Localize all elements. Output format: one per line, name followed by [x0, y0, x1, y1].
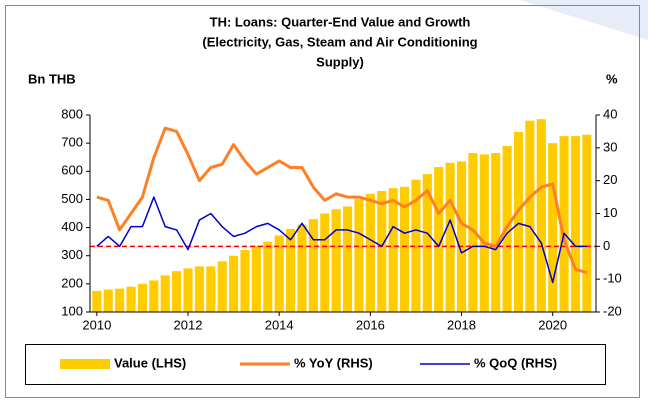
- y-tick-label: 100: [61, 303, 83, 318]
- chart-title: (Electricity, Gas, Steam and Air Conditi…: [202, 34, 477, 49]
- bar: [297, 224, 307, 312]
- bar: [194, 266, 204, 312]
- bar: [513, 131, 524, 312]
- x-tick-label: 2018: [447, 317, 476, 332]
- bar: [582, 134, 592, 312]
- legend-label: % YoY (RHS): [294, 355, 373, 370]
- bar: [172, 271, 182, 312]
- bar: [445, 162, 455, 312]
- legend-swatch: [60, 359, 110, 369]
- legend-label: % QoQ (RHS): [474, 355, 557, 370]
- bar: [126, 286, 136, 312]
- bar: [468, 152, 478, 312]
- bar: [274, 235, 284, 312]
- line-series: [96, 126, 588, 275]
- bar: [388, 188, 398, 312]
- bar: [229, 255, 239, 312]
- bar: [149, 280, 159, 312]
- y2-tick-label: 0: [603, 238, 610, 253]
- bar: [377, 190, 387, 312]
- line-series: [96, 196, 587, 284]
- bar: [137, 283, 147, 312]
- y2-tick-label: 10: [603, 205, 617, 220]
- x-tick-label: 2010: [82, 317, 111, 332]
- y-tick-label: 300: [61, 247, 83, 262]
- x-tick-label: 2016: [356, 317, 385, 332]
- bar: [115, 288, 125, 312]
- bar: [92, 290, 102, 312]
- bar: [320, 213, 330, 312]
- bar: [491, 152, 501, 312]
- bar: [411, 179, 421, 312]
- bar: [456, 161, 467, 312]
- bar: [183, 268, 193, 312]
- x-tick-label: 2014: [265, 317, 294, 332]
- y-axis-label: Bn THB: [28, 71, 76, 86]
- y-tick-label: 700: [61, 135, 83, 150]
- y-tick-label: 200: [61, 275, 83, 290]
- chart-border: [5, 5, 640, 398]
- y2-axis-label: %: [606, 71, 618, 86]
- y2-tick-label: -10: [603, 271, 622, 286]
- bar: [559, 136, 569, 312]
- bar: [354, 199, 364, 312]
- bar: [286, 228, 296, 312]
- bar: [240, 250, 250, 312]
- bar: [263, 241, 273, 312]
- bar: [434, 167, 444, 312]
- bar: [308, 219, 318, 312]
- x-tick-label: 2020: [538, 317, 567, 332]
- x-tick-label: 2012: [174, 317, 203, 332]
- bar: [536, 119, 546, 312]
- legend-label: Value (LHS): [114, 355, 186, 370]
- bar: [570, 136, 581, 312]
- chart-title: Supply): [316, 54, 364, 69]
- y-tick-label: 800: [61, 106, 83, 121]
- bar: [206, 266, 216, 312]
- bar: [331, 209, 341, 312]
- chart-title: TH: Loans: Quarter-End Value and Growth: [210, 14, 471, 29]
- y2-tick-label: 40: [603, 106, 617, 121]
- bar: [548, 143, 558, 312]
- bar: [343, 206, 353, 312]
- y2-tick-label: 20: [603, 172, 617, 187]
- y-tick-label: 600: [61, 163, 83, 178]
- bar: [251, 245, 261, 312]
- y2-tick-label: 30: [603, 139, 617, 154]
- bar: [479, 154, 489, 312]
- legend-box: [25, 344, 606, 385]
- bar: [365, 193, 375, 312]
- y-tick-label: 400: [61, 219, 83, 234]
- corner-decoration: [520, 0, 648, 40]
- bar: [160, 275, 170, 312]
- bar: [422, 174, 432, 312]
- bar: [217, 261, 227, 312]
- bar: [525, 120, 535, 312]
- y-tick-label: 500: [61, 191, 83, 206]
- y2-tick-label: -20: [603, 303, 622, 318]
- bar: [399, 186, 410, 312]
- bar: [103, 289, 113, 312]
